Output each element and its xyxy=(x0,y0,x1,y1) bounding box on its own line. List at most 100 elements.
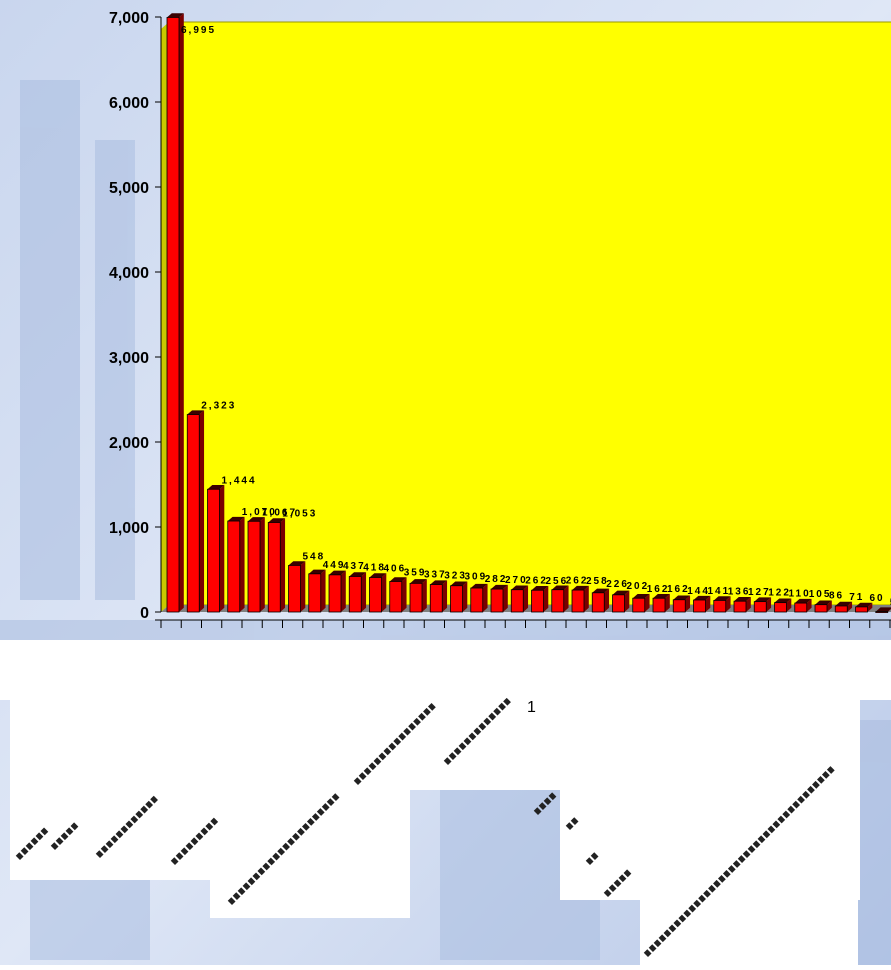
bar-top xyxy=(693,595,711,601)
bar-top xyxy=(308,569,326,574)
glyph-mark xyxy=(398,732,407,741)
bar-side xyxy=(381,573,387,612)
glyph-mark xyxy=(70,822,79,831)
glyph-mark xyxy=(821,771,830,779)
bar-front xyxy=(510,589,524,613)
bar-front xyxy=(612,594,625,613)
glyph-mark xyxy=(125,820,134,829)
glyph-mark xyxy=(713,879,721,888)
bar-value-label: 256 xyxy=(546,576,569,587)
glyph-mark xyxy=(468,732,477,741)
bar-value-label: 270 xyxy=(505,575,528,586)
bar xyxy=(510,585,529,613)
bar-side xyxy=(320,569,326,612)
bar-top xyxy=(551,585,569,590)
bar xyxy=(531,586,549,613)
bar-side xyxy=(219,485,225,612)
glyph-mark xyxy=(20,847,29,856)
glyph-mark xyxy=(200,827,209,836)
glyph-mark xyxy=(478,722,487,731)
glyph-mark xyxy=(585,857,594,865)
glyph-mark xyxy=(311,813,320,821)
bar-top xyxy=(187,410,205,415)
glyph-mark xyxy=(722,870,731,878)
bar-value-label: 309 xyxy=(465,572,488,583)
bar xyxy=(571,585,589,613)
glyph-mark xyxy=(262,862,271,871)
glyph-mark xyxy=(120,825,129,834)
bar-top xyxy=(673,595,691,600)
glyph-mark xyxy=(383,747,392,756)
bar-top xyxy=(349,572,367,577)
bar xyxy=(166,13,184,613)
glyph-mark xyxy=(50,842,59,850)
bar xyxy=(693,595,711,613)
bar-top xyxy=(491,584,508,590)
glyph-mark xyxy=(105,840,114,849)
bar xyxy=(733,597,751,613)
glyph-mark xyxy=(135,810,144,819)
bar-value-label: 162 xyxy=(667,584,690,595)
bar-top xyxy=(450,581,468,586)
glyph-mark xyxy=(55,837,64,846)
bar-front xyxy=(308,573,322,613)
glyph-mark xyxy=(195,832,204,841)
bar-front xyxy=(247,520,261,613)
bar-front xyxy=(834,605,848,613)
glyph-mark xyxy=(170,857,179,865)
glyph-mark xyxy=(393,737,402,746)
glyph-mark xyxy=(40,827,49,836)
bar-value-label: 258 xyxy=(586,576,609,587)
category-label-illegible xyxy=(643,766,835,957)
bar-front xyxy=(227,520,241,613)
bar-side xyxy=(705,595,711,612)
glyph-mark xyxy=(287,837,295,846)
bar-front xyxy=(288,565,301,613)
bar-front xyxy=(753,601,767,613)
bar xyxy=(591,588,610,613)
glyph-mark xyxy=(30,837,39,846)
glyph-mark xyxy=(498,702,506,711)
glyph-mark xyxy=(210,817,219,826)
bar-top xyxy=(815,600,832,605)
glyph-mark xyxy=(787,805,796,814)
bar-side xyxy=(300,561,306,612)
glyph-mark xyxy=(403,727,412,736)
glyph-mark xyxy=(448,752,457,761)
bar-front xyxy=(490,588,504,613)
glyph-mark xyxy=(663,929,672,938)
bar xyxy=(247,517,265,613)
glyph-mark xyxy=(570,817,579,826)
bar-top xyxy=(227,516,245,522)
category-label-illegible xyxy=(533,792,557,815)
glyph-mark xyxy=(302,822,310,831)
glyph-mark xyxy=(65,827,74,836)
category-label-illegible xyxy=(443,697,511,765)
bar-value-label: 141 xyxy=(708,586,731,597)
glyph-mark xyxy=(408,722,416,731)
bar-side xyxy=(806,598,812,612)
bar xyxy=(308,569,326,613)
glyph-mark xyxy=(316,808,325,816)
glyph-mark xyxy=(488,712,497,721)
bar-top xyxy=(855,602,873,607)
bar-side xyxy=(199,410,205,612)
plot-area xyxy=(168,21,891,606)
bar-front xyxy=(591,592,605,613)
category-label-illegible xyxy=(585,852,599,865)
glyph-mark xyxy=(742,850,751,859)
bar-side xyxy=(482,583,488,612)
category-label-illegible xyxy=(170,817,219,865)
glyph-mark xyxy=(807,785,815,794)
bar-side xyxy=(543,586,549,612)
glyph-mark xyxy=(772,820,781,829)
glyph-mark xyxy=(277,847,286,856)
bar-top xyxy=(167,13,184,18)
glyph-mark xyxy=(590,852,599,861)
glyph-mark xyxy=(363,767,372,776)
glyph-mark xyxy=(242,882,251,891)
bar-side xyxy=(604,588,610,612)
glyph-mark xyxy=(673,919,682,928)
glyph-mark xyxy=(668,924,677,933)
